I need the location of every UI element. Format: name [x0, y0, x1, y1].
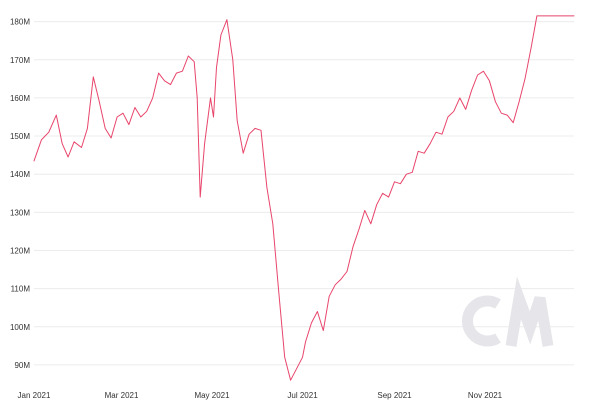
y-tick-label: 140M	[10, 170, 30, 179]
watermark-logo	[462, 276, 554, 347]
y-tick-label: 130M	[10, 208, 30, 217]
x-tick-label: Sep 2021	[377, 391, 412, 400]
x-axis-ticks: Jan 2021 Mar 2021 May 2021 Jul 2021 Sep 2021…	[18, 391, 503, 400]
gridlines	[34, 21, 574, 366]
watermark-letter-m	[505, 276, 554, 347]
y-tick-label: 150M	[10, 132, 30, 141]
y-tick-label: 180M	[10, 18, 30, 27]
series-line	[33, 15, 575, 381]
watermark-letter-c	[462, 295, 501, 347]
x-tick-label: Nov 2021	[468, 391, 503, 400]
y-tick-label: 170M	[10, 56, 30, 65]
x-tick-label: Jan 2021	[18, 391, 51, 400]
y-tick-label: 120M	[10, 246, 30, 255]
x-tick-label: May 2021	[194, 391, 230, 400]
y-tick-label: 110M	[11, 285, 31, 294]
x-tick-label: Mar 2021	[105, 391, 139, 400]
y-axis-ticks: 90M 100M 110M 120M 130M 140M 150M 160M 170M 180M	[10, 18, 30, 370]
y-tick-label: 100M	[10, 323, 30, 332]
x-tick-label: Jul 2021	[287, 391, 318, 400]
y-tick-label: 160M	[10, 94, 30, 103]
series-layer	[33, 15, 575, 381]
y-tick-label: 90M	[14, 361, 30, 370]
